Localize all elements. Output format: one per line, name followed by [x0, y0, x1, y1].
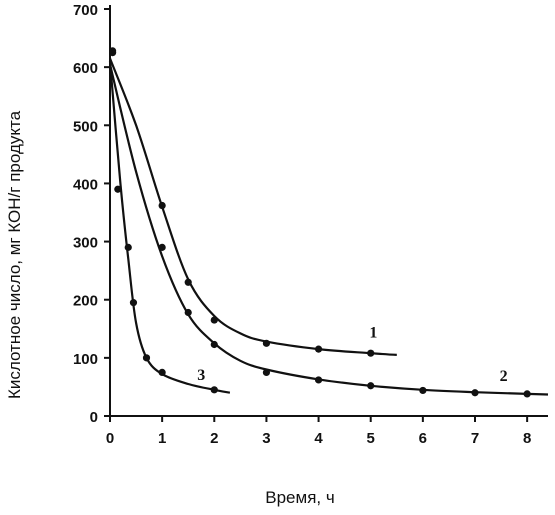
- series-curves: [108, 58, 549, 396]
- x-tick-label: 6: [419, 430, 427, 447]
- x-axis-ticks: 0 1 2 3 4 5 6 7 8: [106, 416, 531, 447]
- series-2-point: [471, 389, 479, 397]
- x-axis-title: Время, ч: [265, 488, 334, 507]
- series-2-point: [109, 47, 117, 55]
- series-2-point: [158, 243, 166, 251]
- series-3-point: [158, 368, 166, 376]
- series-3-curve: [108, 61, 231, 394]
- y-tick-label: 200: [73, 293, 98, 310]
- series-1-point: [184, 278, 192, 286]
- x-tick-label: 7: [471, 430, 479, 447]
- y-tick-label: 700: [73, 2, 98, 19]
- series-1-point: [262, 339, 271, 347]
- series-1-point: [158, 201, 166, 210]
- curve-label-1: 1: [369, 325, 377, 342]
- series-1-curve: [108, 58, 397, 356]
- curve-label-3: 3: [197, 367, 205, 384]
- series-3-point: [124, 243, 132, 251]
- y-axis-ticks: 0 100 200 300 400 500 600 700: [73, 2, 110, 426]
- x-tick-label: 5: [367, 430, 375, 447]
- y-tick-label: 300: [73, 235, 98, 252]
- y-tick-label: 600: [73, 60, 98, 77]
- y-axis-title: Кислотное число, мг КОН/г продукта: [5, 110, 24, 399]
- series-2-curve: [108, 63, 549, 396]
- series-3-point: [210, 386, 218, 394]
- x-tick-label: 4: [314, 430, 323, 447]
- series-3-point: [142, 354, 151, 362]
- y-tick-label: 500: [73, 118, 98, 135]
- series-2-point: [419, 386, 427, 395]
- y-tick-label: 0: [90, 409, 98, 426]
- y-tick-label: 100: [73, 351, 98, 368]
- x-tick-label: 0: [106, 430, 114, 447]
- x-tick-label: 3: [262, 430, 270, 447]
- x-tick-label: 2: [210, 430, 218, 447]
- series-2-point: [262, 368, 271, 376]
- y-tick-label: 400: [73, 176, 98, 193]
- x-tick-label: 8: [523, 430, 531, 447]
- series-points: [109, 47, 531, 398]
- curve-labels: 1 2 3: [197, 325, 507, 386]
- series-2-point: [210, 340, 218, 349]
- series-1-point: [210, 316, 218, 324]
- series-3-point: [114, 185, 122, 193]
- series-2-point: [523, 390, 531, 398]
- series-1-point: [314, 345, 323, 353]
- series-3-point: [129, 299, 138, 307]
- series-2-point: [184, 308, 192, 317]
- series-2-point: [314, 376, 323, 384]
- series-2-point: [367, 382, 375, 390]
- curve-label-2: 2: [500, 368, 508, 385]
- x-tick-label: 1: [158, 430, 166, 447]
- series-1-point: [367, 349, 375, 357]
